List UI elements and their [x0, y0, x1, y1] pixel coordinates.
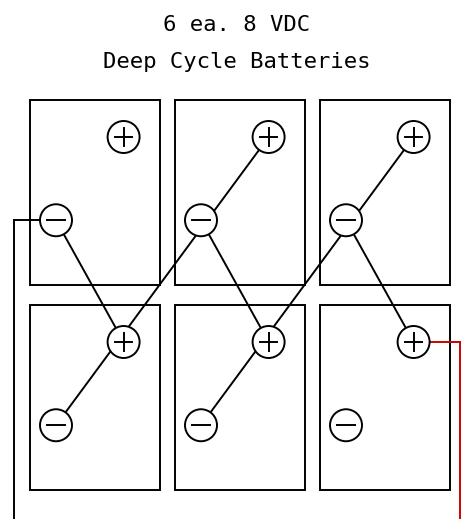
Bar [320, 305, 450, 490]
Circle shape [398, 121, 429, 153]
Bar [320, 100, 450, 285]
Circle shape [185, 410, 217, 441]
Circle shape [40, 204, 72, 236]
Circle shape [185, 204, 217, 236]
Bar [30, 100, 160, 285]
Circle shape [108, 121, 140, 153]
Circle shape [398, 326, 429, 358]
Bar [175, 305, 305, 490]
Circle shape [108, 326, 140, 358]
Circle shape [40, 410, 72, 441]
Circle shape [330, 204, 362, 236]
Bar [175, 100, 305, 285]
Bar [30, 305, 160, 490]
Circle shape [253, 326, 284, 358]
Circle shape [253, 121, 284, 153]
Circle shape [330, 410, 362, 441]
Text: 6 ea. 8 VDC: 6 ea. 8 VDC [164, 15, 310, 35]
Text: Deep Cycle Batteries: Deep Cycle Batteries [103, 52, 371, 72]
